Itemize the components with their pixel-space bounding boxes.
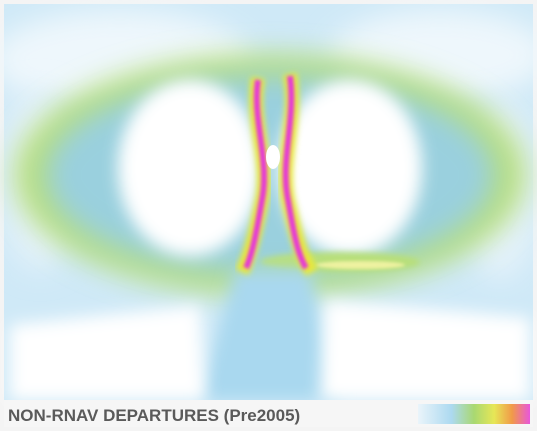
map-title: NON-RNAV DEPARTURES (Pre2005) [8,406,300,425]
map-area [0,4,537,400]
density-map: NON-RNAV DEPARTURES (Pre2005) [0,0,537,431]
density-legend [418,404,530,424]
screenshot: NON-RNAV DEPARTURES (Pre2005) [0,0,537,431]
